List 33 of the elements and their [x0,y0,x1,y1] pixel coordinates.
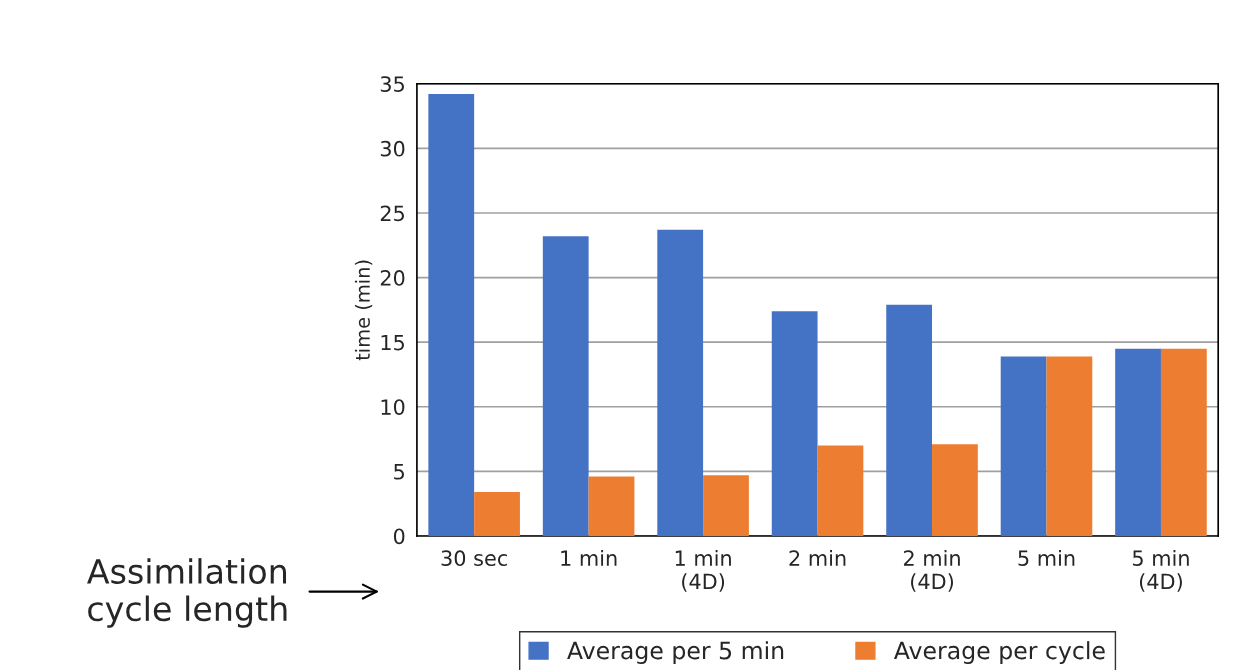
y-tick-label: 0 [393,528,405,545]
x-tick-label: 1 min (4D) [675,549,731,592]
text: Assimilation cycle length [87,558,287,628]
x-tick-label: 5 min (4D) [1132,549,1189,592]
bar [817,445,864,536]
y-tick-label: 20 [380,270,405,286]
x-tick-label: 2 min [789,549,846,566]
x-tick-label: 5 min [1018,549,1075,567]
y-tick-label: 15 [381,334,404,351]
y-tick-label: 25 [380,205,404,222]
bar [542,236,589,536]
y-tick-label: 30 [380,140,405,157]
bar [588,476,635,536]
y-tick-label: 5 [394,464,404,480]
bar [1000,356,1047,536]
y-tick-label: 35 [380,76,404,92]
bar [771,311,818,536]
bar [1046,356,1093,536]
bar [1115,348,1161,536]
y-tick-label: 10 [381,399,405,415]
bar [657,229,704,536]
x-tick-label: 1 min [561,549,617,566]
legend-label: Average per cycle [893,641,1105,664]
bar [886,304,933,536]
bar [932,444,978,536]
bar [703,475,749,536]
y-axis-title: time (min) [354,260,373,361]
bar [1160,348,1207,536]
bar [474,492,520,536]
x-tick-label: 30 sec [441,550,507,567]
x-tick-label: 2 min (4D) [903,549,960,592]
bar [428,94,475,536]
legend-label: Average per 5 min [567,641,784,664]
